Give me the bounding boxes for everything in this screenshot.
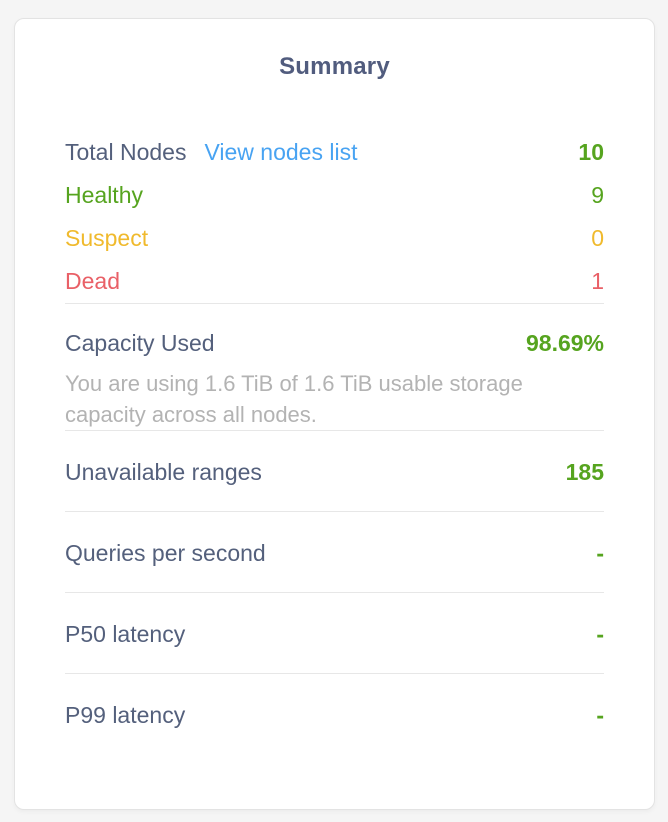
divider bbox=[65, 673, 604, 674]
status-row-suspect: Suspect 0 bbox=[65, 217, 604, 260]
view-nodes-list-link[interactable]: View nodes list bbox=[204, 139, 358, 165]
healthy-label: Healthy bbox=[65, 182, 143, 208]
suspect-value: 0 bbox=[591, 225, 604, 251]
metric-row-p50-latency: P50 latency - bbox=[65, 593, 604, 673]
divider bbox=[65, 303, 604, 304]
unavailable-ranges-label: Unavailable ranges bbox=[65, 459, 262, 485]
dead-value: 1 bbox=[591, 268, 604, 294]
divider bbox=[65, 511, 604, 512]
divider bbox=[65, 430, 604, 431]
p50-latency-label: P50 latency bbox=[65, 621, 186, 647]
queries-per-second-label: Queries per second bbox=[65, 540, 266, 566]
total-nodes-row: Total Nodes View nodes list 10 bbox=[65, 131, 604, 174]
metric-row-p99-latency: P99 latency - bbox=[65, 674, 604, 754]
healthy-value: 9 bbox=[591, 182, 604, 208]
total-nodes-label: Total Nodes bbox=[65, 139, 187, 165]
capacity-used-label: Capacity Used bbox=[65, 330, 215, 356]
capacity-used-value: 98.69% bbox=[525, 330, 604, 356]
metric-row-unavailable-ranges: Unavailable ranges 185 bbox=[65, 431, 604, 511]
summary-panel: Summary Total Nodes View nodes list 10 H… bbox=[14, 18, 655, 810]
nodes-section: Total Nodes View nodes list 10 Healthy 9… bbox=[65, 131, 604, 303]
capacity-description: You are using 1.6 TiB of 1.6 TiB usable … bbox=[65, 371, 523, 427]
p99-latency-label: P99 latency bbox=[65, 702, 186, 728]
unavailable-ranges-value: 185 bbox=[565, 459, 604, 485]
dead-label: Dead bbox=[65, 268, 120, 294]
suspect-label: Suspect bbox=[65, 225, 149, 251]
capacity-section: Capacity Used 98.69% You are using 1.6 T… bbox=[65, 328, 604, 430]
status-row-healthy: Healthy 9 bbox=[65, 174, 604, 217]
status-row-dead: Dead 1 bbox=[65, 260, 604, 303]
total-nodes-value: 10 bbox=[578, 139, 604, 165]
capacity-used-row: Capacity Used 98.69% bbox=[65, 328, 604, 358]
queries-per-second-value: - bbox=[596, 540, 604, 566]
p99-latency-value: - bbox=[596, 702, 604, 728]
p50-latency-value: - bbox=[596, 621, 604, 647]
panel-title: Summary bbox=[279, 53, 390, 80]
metric-row-queries-per-second: Queries per second - bbox=[65, 512, 604, 592]
divider bbox=[65, 592, 604, 593]
